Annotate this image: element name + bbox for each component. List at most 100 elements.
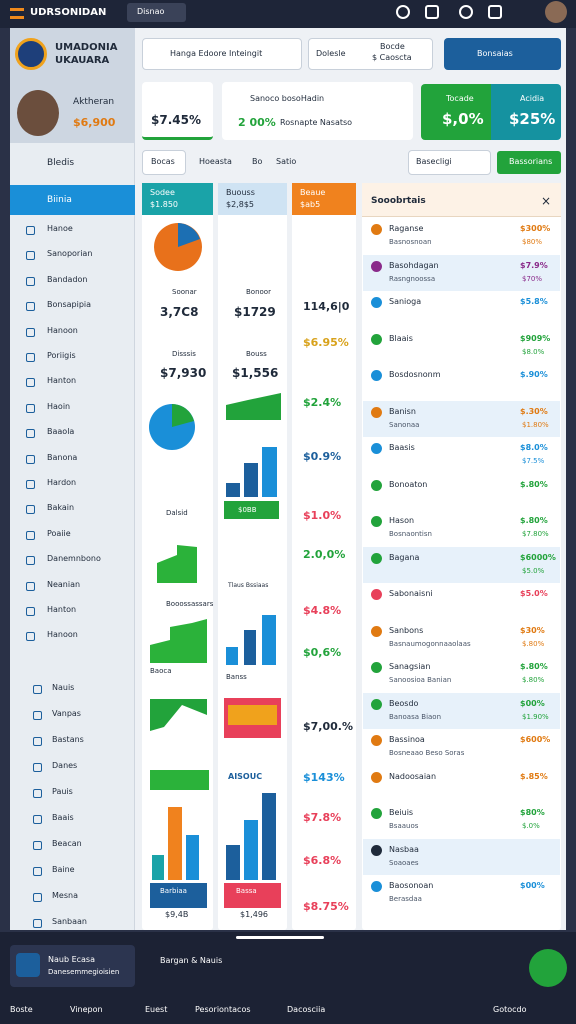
nav-icon (26, 632, 35, 642)
row-name[interactable]: Bassinoa (389, 735, 425, 744)
row-name[interactable]: Sanagsian (389, 662, 431, 671)
nav-item[interactable]: Banona (47, 452, 78, 462)
row-icon (371, 735, 382, 746)
menu-icon[interactable] (10, 8, 24, 19)
nav-sub-item[interactable]: Vanpas (52, 709, 81, 718)
row-name[interactable]: Nasbaa (389, 844, 419, 854)
nav-icon (33, 711, 42, 720)
tab[interactable]: Bocas (151, 157, 175, 166)
icon[interactable] (425, 5, 439, 19)
bottom-nav-item[interactable]: Pesoriontacos (195, 1005, 251, 1014)
sidebar-subtitle: UKAUARA (55, 55, 110, 66)
nav-sub-item[interactable]: Mesna (52, 891, 78, 900)
fab[interactable] (529, 949, 567, 987)
row-name[interactable]: Sanbons (389, 625, 424, 635)
footer-link[interactable]: Bargan & Nauis (160, 956, 223, 965)
nav-item[interactable]: Baaola (47, 427, 75, 437)
row-name[interactable]: Beosdo (389, 698, 419, 708)
icon[interactable] (396, 5, 410, 19)
row-name[interactable]: Blaais (389, 333, 413, 343)
cell-value: $4.8% (303, 604, 342, 617)
row-name[interactable]: Beiuis (389, 808, 414, 817)
active-item[interactable] (10, 185, 135, 215)
row-name[interactable]: Basohdagan (389, 260, 439, 270)
nav-item[interactable]: Hanton (47, 605, 77, 614)
nav-sub-item[interactable]: Baine (52, 865, 75, 874)
nav-item[interactable]: Poaiie (47, 528, 71, 538)
profile-name: Aktheran (73, 97, 115, 107)
row-name[interactable]: Hason (389, 516, 415, 525)
row-name[interactable]: Banisn (389, 406, 416, 416)
nav-item[interactable]: Danemnbono (47, 554, 101, 564)
bottom-nav-item[interactable]: Boste (10, 1005, 33, 1014)
nav-sub-item[interactable]: Baais (52, 813, 74, 822)
nav-sub-item[interactable]: Pauis (52, 787, 73, 796)
row-name[interactable]: Bonoaton (389, 479, 428, 489)
primary-button[interactable] (444, 38, 561, 70)
nav-item[interactable]: Bonsapipia (47, 300, 92, 310)
nav-sub-item[interactable]: Nauis (52, 683, 75, 692)
filter-box[interactable] (308, 38, 433, 70)
row-value: $300% (520, 224, 551, 233)
row-name[interactable]: Nadoosaian (389, 771, 437, 781)
menu-dropdown[interactable] (127, 3, 186, 22)
logo (15, 38, 47, 70)
cell-label: Booossassars (166, 600, 214, 608)
tab[interactable]: Bo (252, 157, 263, 166)
nav-item[interactable]: Hanoon (47, 630, 78, 640)
tab[interactable]: Hoeasta (199, 157, 232, 166)
row-name[interactable]: Baosonoan (389, 881, 434, 890)
tab-active[interactable] (142, 150, 186, 175)
row-name[interactable]: Bagana (389, 552, 420, 562)
nav-icon (33, 685, 42, 694)
cell-label: Disssis (172, 350, 196, 358)
nav-item[interactable]: Bandadon (47, 274, 88, 284)
nav-item[interactable]: Hanton (47, 376, 77, 386)
nav-sub-item[interactable]: Danes (52, 761, 78, 770)
row-subvalue: $7.5% (522, 457, 545, 465)
nav-icon (26, 226, 35, 235)
row-name[interactable]: Sanioga (389, 297, 422, 306)
section-label: Bledis (47, 158, 75, 168)
nav-item[interactable]: Sanoporian (47, 249, 93, 259)
nav-item[interactable]: Haoin (47, 401, 71, 411)
nav-item[interactable]: Poriigis (47, 351, 76, 360)
row-value: $.90% (520, 370, 548, 379)
search-box[interactable] (142, 38, 302, 70)
avatar[interactable] (545, 1, 567, 23)
row-name[interactable]: Sabonaisni (389, 589, 433, 598)
nav-sub-item[interactable]: Bastans (52, 735, 84, 744)
row-bg (363, 692, 560, 729)
nav-sub-item[interactable]: Beacan (52, 839, 82, 848)
row-name[interactable]: Baasis (389, 443, 415, 452)
select[interactable] (408, 150, 491, 175)
bottom-nav-item[interactable]: Vinepon (70, 1005, 103, 1014)
row-sub: Bosnaontisn (389, 530, 432, 538)
nav-icon (33, 841, 42, 850)
nav-item[interactable]: Hardon (47, 478, 77, 487)
cell-value: $7,930 (160, 366, 207, 380)
nav-item[interactable]: Hanoon (47, 325, 78, 335)
row-name[interactable]: Bosdosnonm (389, 370, 441, 379)
icon[interactable] (488, 5, 502, 19)
bottom-nav-item[interactable]: Gotocdo (493, 1005, 527, 1014)
bottom-nav-item[interactable]: Dacosciia (287, 1005, 326, 1014)
tab[interactable]: Satio (276, 157, 297, 166)
nav-item[interactable]: Bakain (47, 503, 75, 513)
nav-icon (33, 867, 42, 876)
close-icon[interactable]: × (541, 194, 552, 208)
column-header (218, 183, 287, 215)
action-button[interactable] (497, 151, 561, 174)
row-value: $8.0% (520, 443, 548, 452)
nav-icon (26, 353, 35, 362)
nav-item[interactable]: Neanian (47, 579, 81, 589)
nav-icon (26, 403, 35, 413)
nav-item[interactable]: Hanoe (47, 224, 73, 233)
nav-sub-item[interactable]: Sanbaan (52, 917, 88, 926)
row-name[interactable]: Raganse (389, 224, 424, 233)
bottom-nav-item[interactable]: Euest (145, 1005, 168, 1014)
cell-value: $8.75% (303, 900, 349, 913)
cell-value: $7.8% (303, 811, 342, 824)
icon[interactable] (459, 5, 473, 19)
summary-card (142, 82, 213, 140)
